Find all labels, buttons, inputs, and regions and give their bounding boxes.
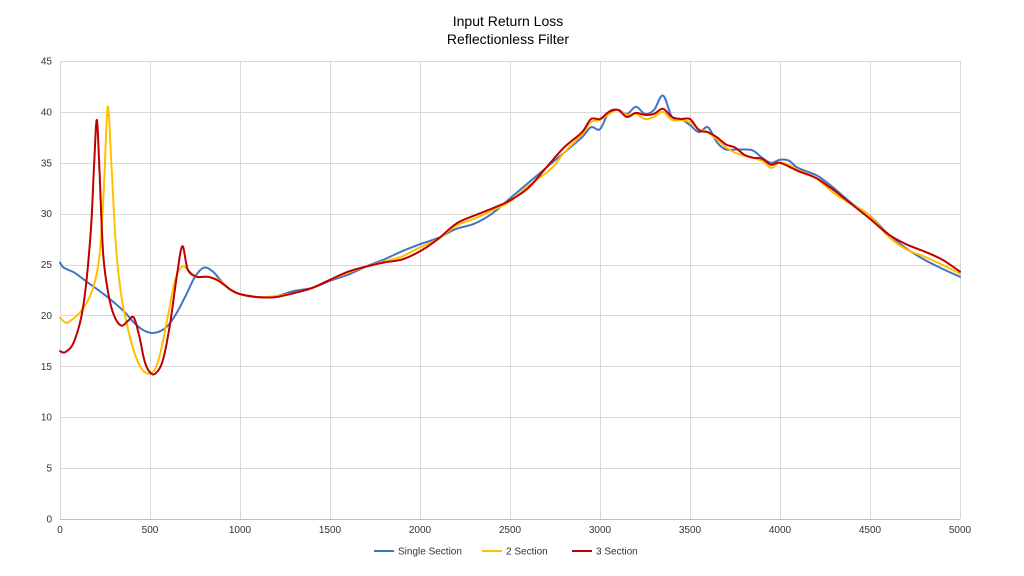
tick-labels: 0 5 10 15 20 25 30 35 40 45 0 500 1000 1500 2000 2500 30…	[41, 57, 972, 537]
series-line-3-section	[59, 107, 961, 376]
y-tick-label: 0	[46, 515, 52, 526]
y-tick-label: 15	[41, 362, 53, 373]
y-tick-label: 30	[41, 209, 53, 220]
x-tick-label: 1500	[319, 525, 342, 536]
y-tick-label: 45	[41, 57, 53, 68]
y-tick-label: 40	[41, 107, 53, 118]
x-tick-label: 5000	[949, 525, 972, 536]
y-tick-label: 25	[41, 260, 53, 271]
chart-title-line-2: Reflectionless Filter	[447, 31, 569, 47]
legend-label: Single Section	[398, 547, 462, 558]
x-tick-label: 0	[57, 525, 63, 536]
legend[interactable]: Single Section 2 Section 3 Section	[374, 547, 638, 558]
x-tick-label: 4000	[769, 525, 792, 536]
y-tick-label: 10	[41, 413, 53, 424]
legend-item-single-section[interactable]: Single Section	[374, 547, 462, 558]
x-tick-label: 3000	[589, 525, 612, 536]
plot-area	[59, 94, 961, 376]
y-tick-label: 20	[41, 311, 53, 322]
x-tick-label: 500	[142, 525, 159, 536]
gridlines	[60, 61, 961, 519]
legend-label: 3 Section	[596, 547, 638, 558]
y-tick-label: 5	[46, 464, 52, 475]
y-tick-label: 35	[41, 158, 53, 169]
x-tick-label: 1000	[229, 525, 252, 536]
x-tick-label: 2500	[499, 525, 522, 536]
series-line-single-section	[59, 94, 961, 334]
x-tick-label: 3500	[679, 525, 702, 536]
legend-item-2-section[interactable]: 2 Section	[482, 547, 548, 558]
x-tick-label: 2000	[409, 525, 432, 536]
x-tick-label: 4500	[859, 525, 882, 536]
chart-title-line-1: Input Return Loss	[453, 13, 564, 29]
legend-item-3-section[interactable]: 3 Section	[572, 547, 638, 558]
legend-label: 2 Section	[506, 547, 548, 558]
series-line-2-section	[59, 105, 961, 375]
